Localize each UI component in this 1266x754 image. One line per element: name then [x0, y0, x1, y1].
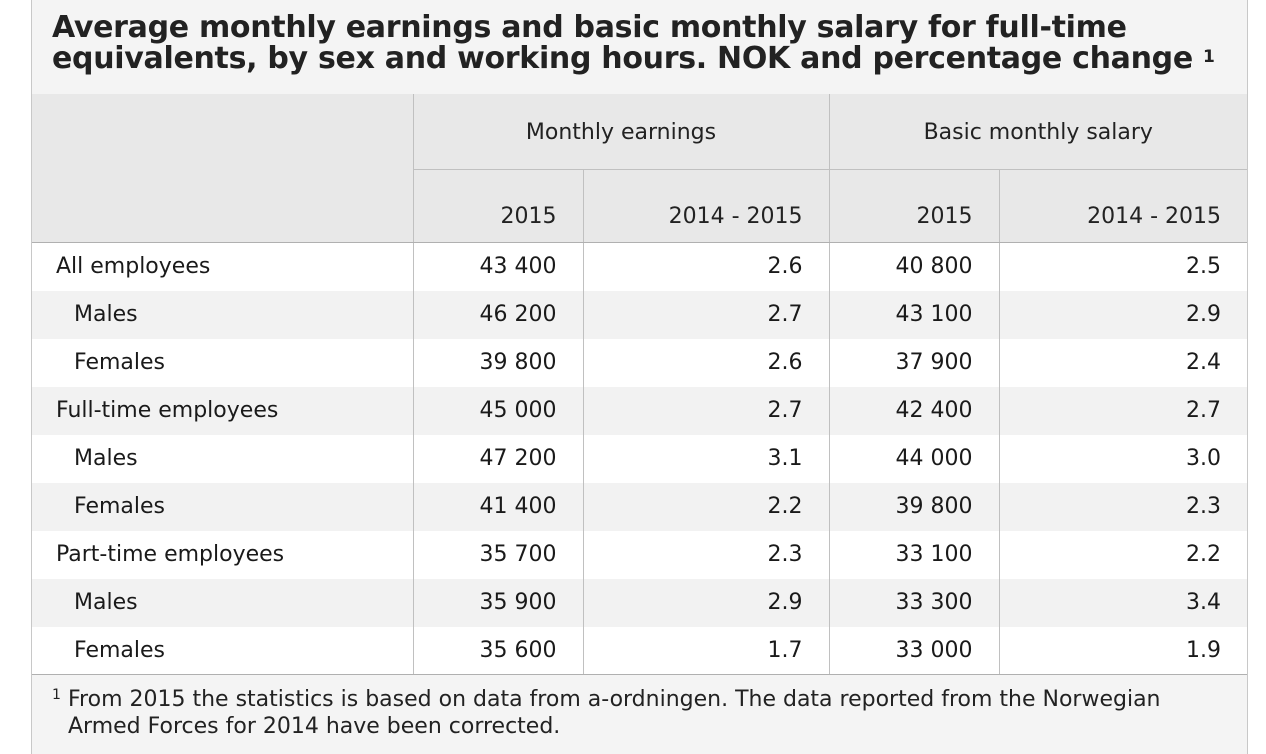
- table-row: All employees 43 400 2.6 40 800 2.5: [32, 242, 1247, 291]
- group-header-monthly-earnings: Monthly earnings: [413, 94, 830, 170]
- table-row: Full-time employees 45 000 2.7 42 400 2.7: [32, 386, 1247, 435]
- row-label: Females: [32, 482, 414, 531]
- table-cell: 33 000: [829, 626, 1000, 675]
- row-label: Females: [32, 338, 414, 387]
- table-row: Females 41 400 2.2 39 800 2.3: [32, 482, 1247, 531]
- table-cell: 1.7: [583, 626, 830, 675]
- column-header: 2015: [829, 169, 1000, 243]
- table-row: Females 39 800 2.6 37 900 2.4: [32, 338, 1247, 387]
- table-cell: 2.7: [999, 386, 1247, 435]
- table-cell: 33 100: [829, 530, 1000, 579]
- table-cell: 2.6: [583, 242, 830, 291]
- table-row: Males 46 200 2.7 43 100 2.9: [32, 290, 1247, 339]
- table-cell: 43 100: [829, 290, 1000, 339]
- table-cell: 2.9: [999, 290, 1247, 339]
- table-cell: 2.6: [583, 338, 830, 387]
- table-cell: 2.7: [583, 290, 830, 339]
- table-cell: 2.2: [583, 482, 830, 531]
- table-cell: 40 800: [829, 242, 1000, 291]
- group-header-basic-monthly-salary: Basic monthly salary: [829, 94, 1247, 170]
- table-row: Males 47 200 3.1 44 000 3.0: [32, 434, 1247, 483]
- table-cell: 2.3: [999, 482, 1247, 531]
- statistics-table: Monthly earnings Basic monthly salary 20…: [32, 94, 1247, 675]
- row-label: Males: [32, 290, 414, 339]
- table-cell: 43 400: [413, 242, 584, 291]
- table-title: Average monthly earnings and basic month…: [52, 12, 1242, 79]
- table-row: Part-time employees 35 700 2.3 33 100 2.2: [32, 530, 1247, 579]
- table-panel: Average monthly earnings and basic month…: [31, 0, 1248, 754]
- table-cell: 46 200: [413, 290, 584, 339]
- table-cell: 44 000: [829, 434, 1000, 483]
- row-label: Part-time employees: [32, 530, 414, 579]
- header-corner: [32, 94, 414, 243]
- table-cell: 2.2: [999, 530, 1247, 579]
- table-cell: 3.0: [999, 434, 1247, 483]
- column-header: 2015: [413, 169, 584, 243]
- table-cell: 47 200: [413, 434, 584, 483]
- row-label: Full-time employees: [32, 386, 414, 435]
- footnote: 1 From 2015 the statistics is based on d…: [52, 686, 1232, 740]
- table-cell: 1.9: [999, 626, 1247, 675]
- footnote-text: From 2015 the statistics is based on dat…: [68, 687, 1161, 739]
- table-cell: 2.5: [999, 242, 1247, 291]
- footnote-mark: 1: [52, 687, 61, 703]
- table-cell: 35 600: [413, 626, 584, 675]
- row-label: Females: [32, 626, 414, 675]
- table-cell: 35 900: [413, 578, 584, 627]
- row-label: Males: [32, 434, 414, 483]
- table-cell: 39 800: [829, 482, 1000, 531]
- table-cell: 37 900: [829, 338, 1000, 387]
- table-cell: 42 400: [829, 386, 1000, 435]
- table-cell: 3.1: [583, 434, 830, 483]
- column-header: 2014 - 2015: [999, 169, 1247, 243]
- table-cell: 2.4: [999, 338, 1247, 387]
- table-cell: 41 400: [413, 482, 584, 531]
- title-text: Average monthly earnings and basic month…: [52, 10, 1193, 76]
- title-footnote-ref: 1: [1203, 47, 1215, 67]
- table-cell: 2.9: [583, 578, 830, 627]
- table-cell: 33 300: [829, 578, 1000, 627]
- table-cell: 39 800: [413, 338, 584, 387]
- table-row: Females 35 600 1.7 33 000 1.9: [32, 626, 1247, 675]
- column-header: 2014 - 2015: [583, 169, 830, 243]
- row-label: Males: [32, 578, 414, 627]
- table-cell: 35 700: [413, 530, 584, 579]
- table-cell: 45 000: [413, 386, 584, 435]
- table-cell: 2.3: [583, 530, 830, 579]
- row-label: All employees: [32, 242, 414, 291]
- table-cell: 2.7: [583, 386, 830, 435]
- table-cell: 3.4: [999, 578, 1247, 627]
- table-row: Males 35 900 2.9 33 300 3.4: [32, 578, 1247, 627]
